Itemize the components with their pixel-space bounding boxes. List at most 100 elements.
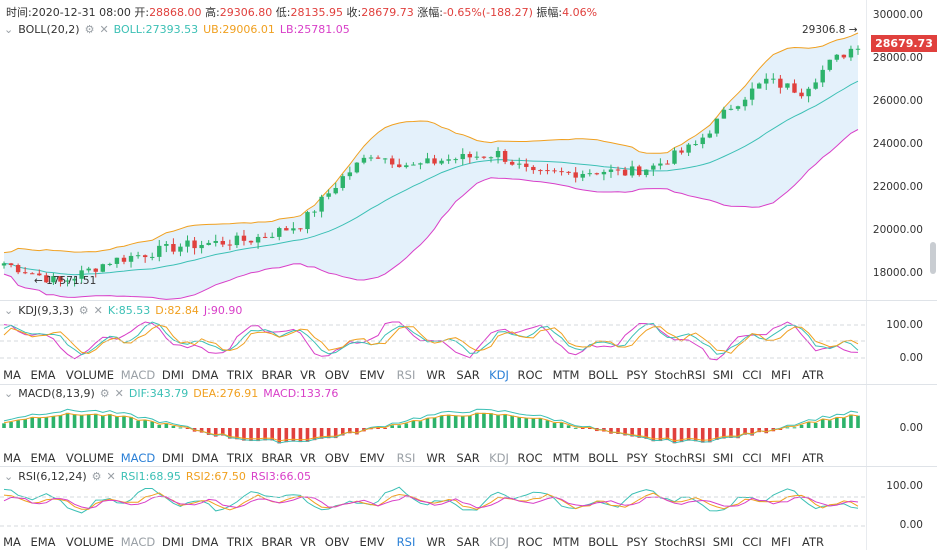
tab-kdj[interactable]: KDJ (489, 451, 509, 465)
tab-stochrsi[interactable]: StochRSI (654, 451, 706, 465)
tab-wr[interactable]: WR (426, 535, 446, 549)
tab-smi[interactable]: SMI (712, 535, 734, 549)
macd-bar (757, 428, 761, 433)
tab-brar[interactable]: BRAR (261, 535, 293, 549)
tab-ma[interactable]: MA (3, 535, 21, 549)
gear-icon[interactable]: ⚙ (84, 23, 95, 36)
collapse-chevron-icon[interactable]: ⌄ (4, 470, 14, 483)
tab-ema[interactable]: EMA (30, 451, 56, 465)
tab-volume[interactable]: VOLUME (65, 368, 115, 382)
collapse-chevron-icon[interactable]: ⌄ (4, 387, 14, 400)
tab-cci[interactable]: CCI (742, 451, 762, 465)
tab-stochrsi[interactable]: StochRSI (654, 368, 706, 382)
tab-vr[interactable]: VR (300, 451, 316, 465)
kdj-name: KDJ(9,3,3) (18, 304, 74, 317)
candle-body (368, 157, 374, 159)
gear-icon[interactable]: ⚙ (99, 387, 110, 400)
tab-trix[interactable]: TRIX (226, 368, 254, 382)
tab-volume[interactable]: VOLUME (65, 451, 115, 465)
tab-wr[interactable]: WR (426, 368, 446, 382)
tab-rsi[interactable]: RSI (396, 368, 416, 382)
scroll-handle[interactable] (930, 242, 936, 274)
tab-vr[interactable]: VR (300, 368, 316, 382)
tab-stochrsi[interactable]: StochRSI (654, 535, 706, 549)
tab-cci[interactable]: CCI (742, 368, 762, 382)
tab-mfi[interactable]: MFI (771, 368, 791, 382)
tab-emv[interactable]: EMV (359, 535, 385, 549)
tab-sar[interactable]: SAR (456, 368, 480, 382)
tab-roc[interactable]: ROC (517, 535, 543, 549)
close-icon[interactable]: ✕ (99, 23, 109, 36)
tab-dma[interactable]: DMA (191, 451, 219, 465)
tab-dma[interactable]: DMA (191, 368, 219, 382)
tab-cci[interactable]: CCI (742, 535, 762, 549)
tab-emv[interactable]: EMV (359, 368, 385, 382)
tab-smi[interactable]: SMI (712, 368, 734, 382)
tab-dma[interactable]: DMA (191, 535, 219, 549)
tab-atr[interactable]: ATR (802, 368, 824, 382)
macd-bar (460, 415, 465, 428)
tab-macd[interactable]: MACD (120, 535, 156, 549)
candle-body (15, 265, 21, 273)
macd-bar (630, 428, 634, 437)
collapse-chevron-icon[interactable]: ⌄ (4, 23, 14, 36)
tab-boll[interactable]: BOLL (588, 535, 618, 549)
close-icon[interactable]: ✕ (106, 470, 116, 483)
tab-psy[interactable]: PSY (626, 451, 648, 465)
tab-boll[interactable]: BOLL (588, 368, 618, 382)
tab-ma[interactable]: MA (3, 451, 21, 465)
tab-kdj[interactable]: KDJ (489, 535, 509, 549)
tab-obv[interactable]: OBV (324, 535, 350, 549)
tab-mfi[interactable]: MFI (771, 535, 791, 549)
tab-roc[interactable]: ROC (517, 451, 543, 465)
tab-mfi[interactable]: MFI (771, 451, 791, 465)
candle-body (637, 166, 642, 176)
tab-boll[interactable]: BOLL (588, 451, 618, 465)
tab-dmi[interactable]: DMI (161, 451, 185, 465)
close-icon[interactable]: ✕ (114, 387, 124, 400)
tab-sar[interactable]: SAR (456, 451, 480, 465)
tab-sar[interactable]: SAR (456, 535, 480, 549)
tab-emv[interactable]: EMV (359, 451, 385, 465)
tab-ema[interactable]: EMA (30, 368, 56, 382)
gear-icon[interactable]: ⚙ (91, 470, 102, 483)
tab-macd[interactable]: MACD (120, 368, 156, 382)
tab-smi[interactable]: SMI (712, 451, 734, 465)
tab-mtm[interactable]: MTM (552, 451, 580, 465)
tab-obv[interactable]: OBV (324, 451, 350, 465)
macd-bar (566, 425, 571, 428)
tab-roc[interactable]: ROC (517, 368, 543, 382)
macd-bar (475, 412, 479, 428)
tab-trix[interactable]: TRIX (226, 535, 254, 549)
tab-wr[interactable]: WR (426, 451, 446, 465)
tab-mtm[interactable]: MTM (552, 368, 580, 382)
tab-macd[interactable]: MACD (120, 451, 156, 465)
tab-volume[interactable]: VOLUME (65, 535, 115, 549)
tab-atr[interactable]: ATR (802, 451, 824, 465)
tab-mtm[interactable]: MTM (552, 535, 580, 549)
tab-brar[interactable]: BRAR (261, 368, 293, 382)
candle-body (418, 163, 423, 165)
tab-rsi[interactable]: RSI (396, 451, 416, 465)
macd-bar (143, 420, 147, 428)
tab-vr[interactable]: VR (300, 535, 316, 549)
gear-icon[interactable]: ⚙ (78, 304, 89, 317)
tab-brar[interactable]: BRAR (261, 451, 293, 465)
tab-obv[interactable]: OBV (324, 368, 350, 382)
macd-bar (764, 428, 769, 434)
tab-ma[interactable]: MA (3, 368, 21, 382)
collapse-chevron-icon[interactable]: ⌄ (4, 304, 14, 317)
candle-info-line: 时间:2020-12-31 08:00 开:28868.00 高:29306.8… (6, 4, 597, 20)
close-icon[interactable]: ✕ (93, 304, 103, 317)
tab-dmi[interactable]: DMI (161, 535, 185, 549)
candle-body (93, 268, 98, 272)
tab-psy[interactable]: PSY (626, 368, 648, 382)
tab-dmi[interactable]: DMI (161, 368, 185, 382)
tab-ema[interactable]: EMA (30, 535, 56, 549)
tab-psy[interactable]: PSY (626, 535, 648, 549)
tab-rsi[interactable]: RSI (396, 535, 416, 549)
tab-kdj[interactable]: KDJ (489, 368, 509, 382)
tab-trix[interactable]: TRIX (226, 451, 254, 465)
tab-atr[interactable]: ATR (802, 535, 824, 549)
